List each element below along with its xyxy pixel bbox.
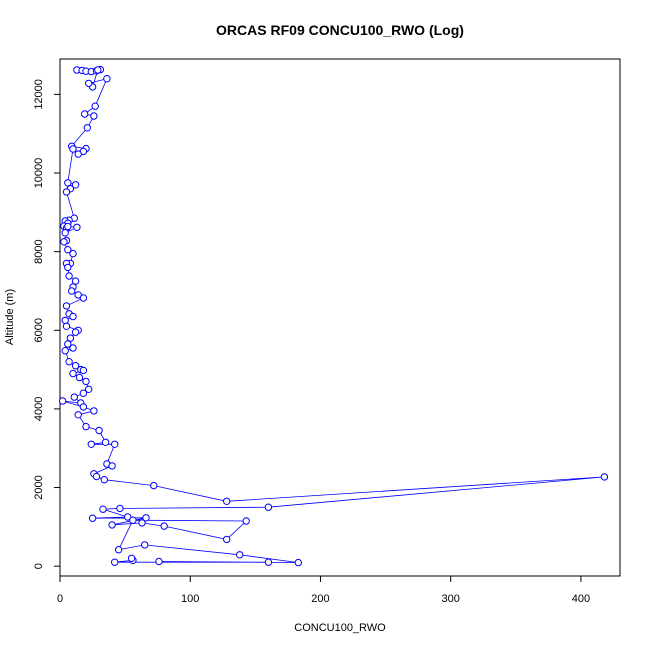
data-point (87, 440, 96, 448)
data-point (600, 473, 609, 481)
series-layer (58, 65, 609, 567)
data-point (101, 438, 110, 446)
data-point (108, 462, 116, 470)
data-point (62, 322, 71, 330)
chart-title: ORCAS RF09 CONCU100_RWO (Log) (216, 22, 464, 38)
data-point (82, 422, 90, 431)
data-point (150, 481, 158, 490)
data-point (61, 229, 69, 237)
data-point (142, 514, 150, 522)
data-point (114, 546, 123, 554)
data-point (294, 558, 302, 567)
data-point (79, 366, 88, 375)
data-point (64, 179, 72, 187)
data-point (71, 328, 80, 336)
data-point (111, 440, 119, 448)
y-axis: 0 2000 4000 6000 8000 10000 12000 (33, 79, 61, 569)
data-point (103, 75, 111, 83)
data-point (90, 407, 98, 415)
data-point (124, 513, 132, 521)
data-point (65, 272, 73, 280)
data-point (69, 369, 77, 378)
data-point (64, 340, 72, 348)
data-point (58, 397, 67, 405)
data-point (264, 503, 273, 511)
data-point (92, 472, 101, 481)
data-point (116, 504, 124, 513)
data-point (64, 263, 72, 272)
y-tick-label: 8000 (33, 239, 45, 263)
y-tick-label: 0 (33, 563, 45, 569)
data-point (79, 294, 88, 302)
data-point (61, 316, 69, 325)
data-point (95, 426, 103, 435)
data-point (69, 344, 77, 352)
data-point (138, 519, 146, 527)
data-point (236, 551, 244, 559)
y-tick-label: 2000 (33, 475, 45, 499)
data-point (71, 277, 80, 285)
x-tick-label: 400 (572, 593, 590, 605)
data-point (242, 517, 250, 525)
data-point (264, 558, 273, 566)
data-point (108, 521, 116, 529)
x-axis: 0 100 200 300 400 (57, 575, 590, 605)
data-point (85, 79, 93, 88)
data-point (69, 249, 77, 258)
data-point (129, 516, 137, 524)
data-point (61, 347, 69, 355)
data-point (100, 476, 109, 484)
data-point (60, 238, 68, 246)
data-point (111, 558, 119, 566)
data-point (69, 312, 77, 321)
data-point (64, 246, 72, 254)
x-tick-label: 100 (181, 593, 199, 605)
plot-frame (59, 58, 621, 577)
data-point (99, 505, 107, 513)
data-point (223, 497, 231, 505)
data-point (62, 188, 71, 196)
x-tick-label: 200 (311, 593, 329, 605)
data-point (70, 393, 79, 401)
data-point (88, 514, 97, 522)
data-point (127, 554, 136, 562)
x-tick-label: 0 (57, 593, 63, 605)
data-point (85, 385, 93, 393)
data-point (75, 373, 84, 382)
y-tick-label: 4000 (33, 397, 45, 421)
data-point (81, 110, 89, 118)
data-point (94, 66, 102, 74)
data-point (79, 403, 88, 411)
data-point (160, 522, 168, 530)
x-tick-label: 300 (442, 593, 460, 605)
data-point (155, 557, 163, 566)
data-point (74, 411, 82, 419)
data-point (82, 377, 90, 386)
data-point (74, 150, 82, 158)
data-point (141, 541, 149, 549)
data-point (66, 334, 75, 342)
y-tick-label: 12000 (33, 79, 45, 110)
data-point (69, 145, 77, 153)
data-point (73, 223, 81, 232)
y-tick-label: 6000 (33, 318, 45, 342)
data-point (91, 102, 99, 110)
data-point (71, 181, 80, 189)
data-point (83, 124, 92, 132)
data-point (65, 358, 73, 366)
data-point (71, 362, 80, 370)
series-line (62, 69, 605, 563)
data-point (79, 389, 88, 397)
data-point (62, 302, 71, 310)
data-point (68, 287, 76, 295)
y-tick-label: 10000 (33, 158, 45, 189)
data-point (64, 222, 72, 231)
data-point (223, 535, 231, 544)
data-point (90, 112, 98, 120)
y-axis-label: Altitude (m) (4, 289, 16, 345)
x-axis-label: CONCU100_RWO (294, 622, 386, 634)
